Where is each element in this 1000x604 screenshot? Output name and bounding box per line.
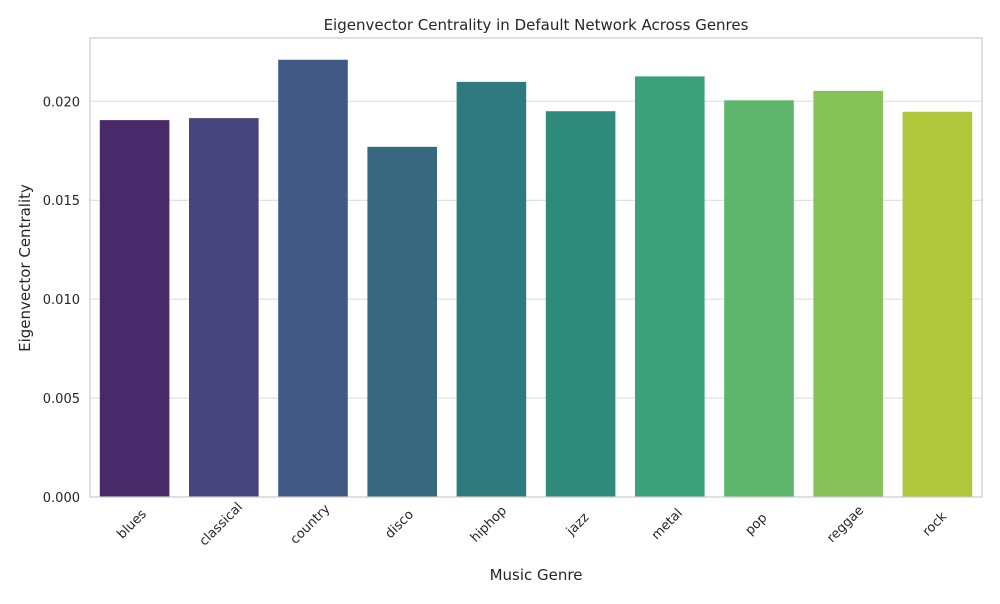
bar-blues <box>99 120 170 498</box>
bar-country <box>278 59 348 497</box>
x-tick-label: rock <box>920 509 951 540</box>
chart-title: Eigenvector Centrality in Default Networ… <box>324 16 749 34</box>
bar-pop <box>724 100 794 498</box>
y-tick-label: 0.010 <box>43 293 80 308</box>
x-tick-label: metal <box>649 506 686 543</box>
plot-frame <box>89 37 983 498</box>
x-tick-label: pop <box>743 511 771 539</box>
x-tick-label: jazz <box>563 510 592 539</box>
y-axis-ticks: 0.000 0.005 0.010 0.015 0.020 <box>43 95 80 506</box>
bar-reggae <box>813 90 883 497</box>
x-axis-ticks: blues classical country disco hiphop jazz meta… <box>114 500 950 549</box>
bar-metal <box>635 76 705 497</box>
bar-rock <box>902 111 973 498</box>
y-tick-label: 0.005 <box>43 392 80 407</box>
y-tick-label: 0.020 <box>43 95 80 110</box>
x-tick-label: blues <box>114 507 149 542</box>
y-axis-label: Eigenvector Centrality <box>16 184 34 352</box>
y-tick-label: 0.015 <box>43 194 80 209</box>
x-tick-label: country <box>288 501 334 547</box>
y-tick-label: 0.000 <box>43 491 80 506</box>
x-axis-label: Music Genre <box>490 566 583 584</box>
bar-disco <box>367 146 437 498</box>
bars <box>99 59 973 498</box>
bar-classical <box>189 118 259 498</box>
x-tick-label: reggae <box>824 503 867 546</box>
x-tick-label: classical <box>197 500 246 549</box>
bar-jazz <box>545 111 616 498</box>
x-tick-label: disco <box>382 507 416 541</box>
x-tick-label: hiphop <box>468 503 510 545</box>
bar-hiphop <box>456 81 527 497</box>
